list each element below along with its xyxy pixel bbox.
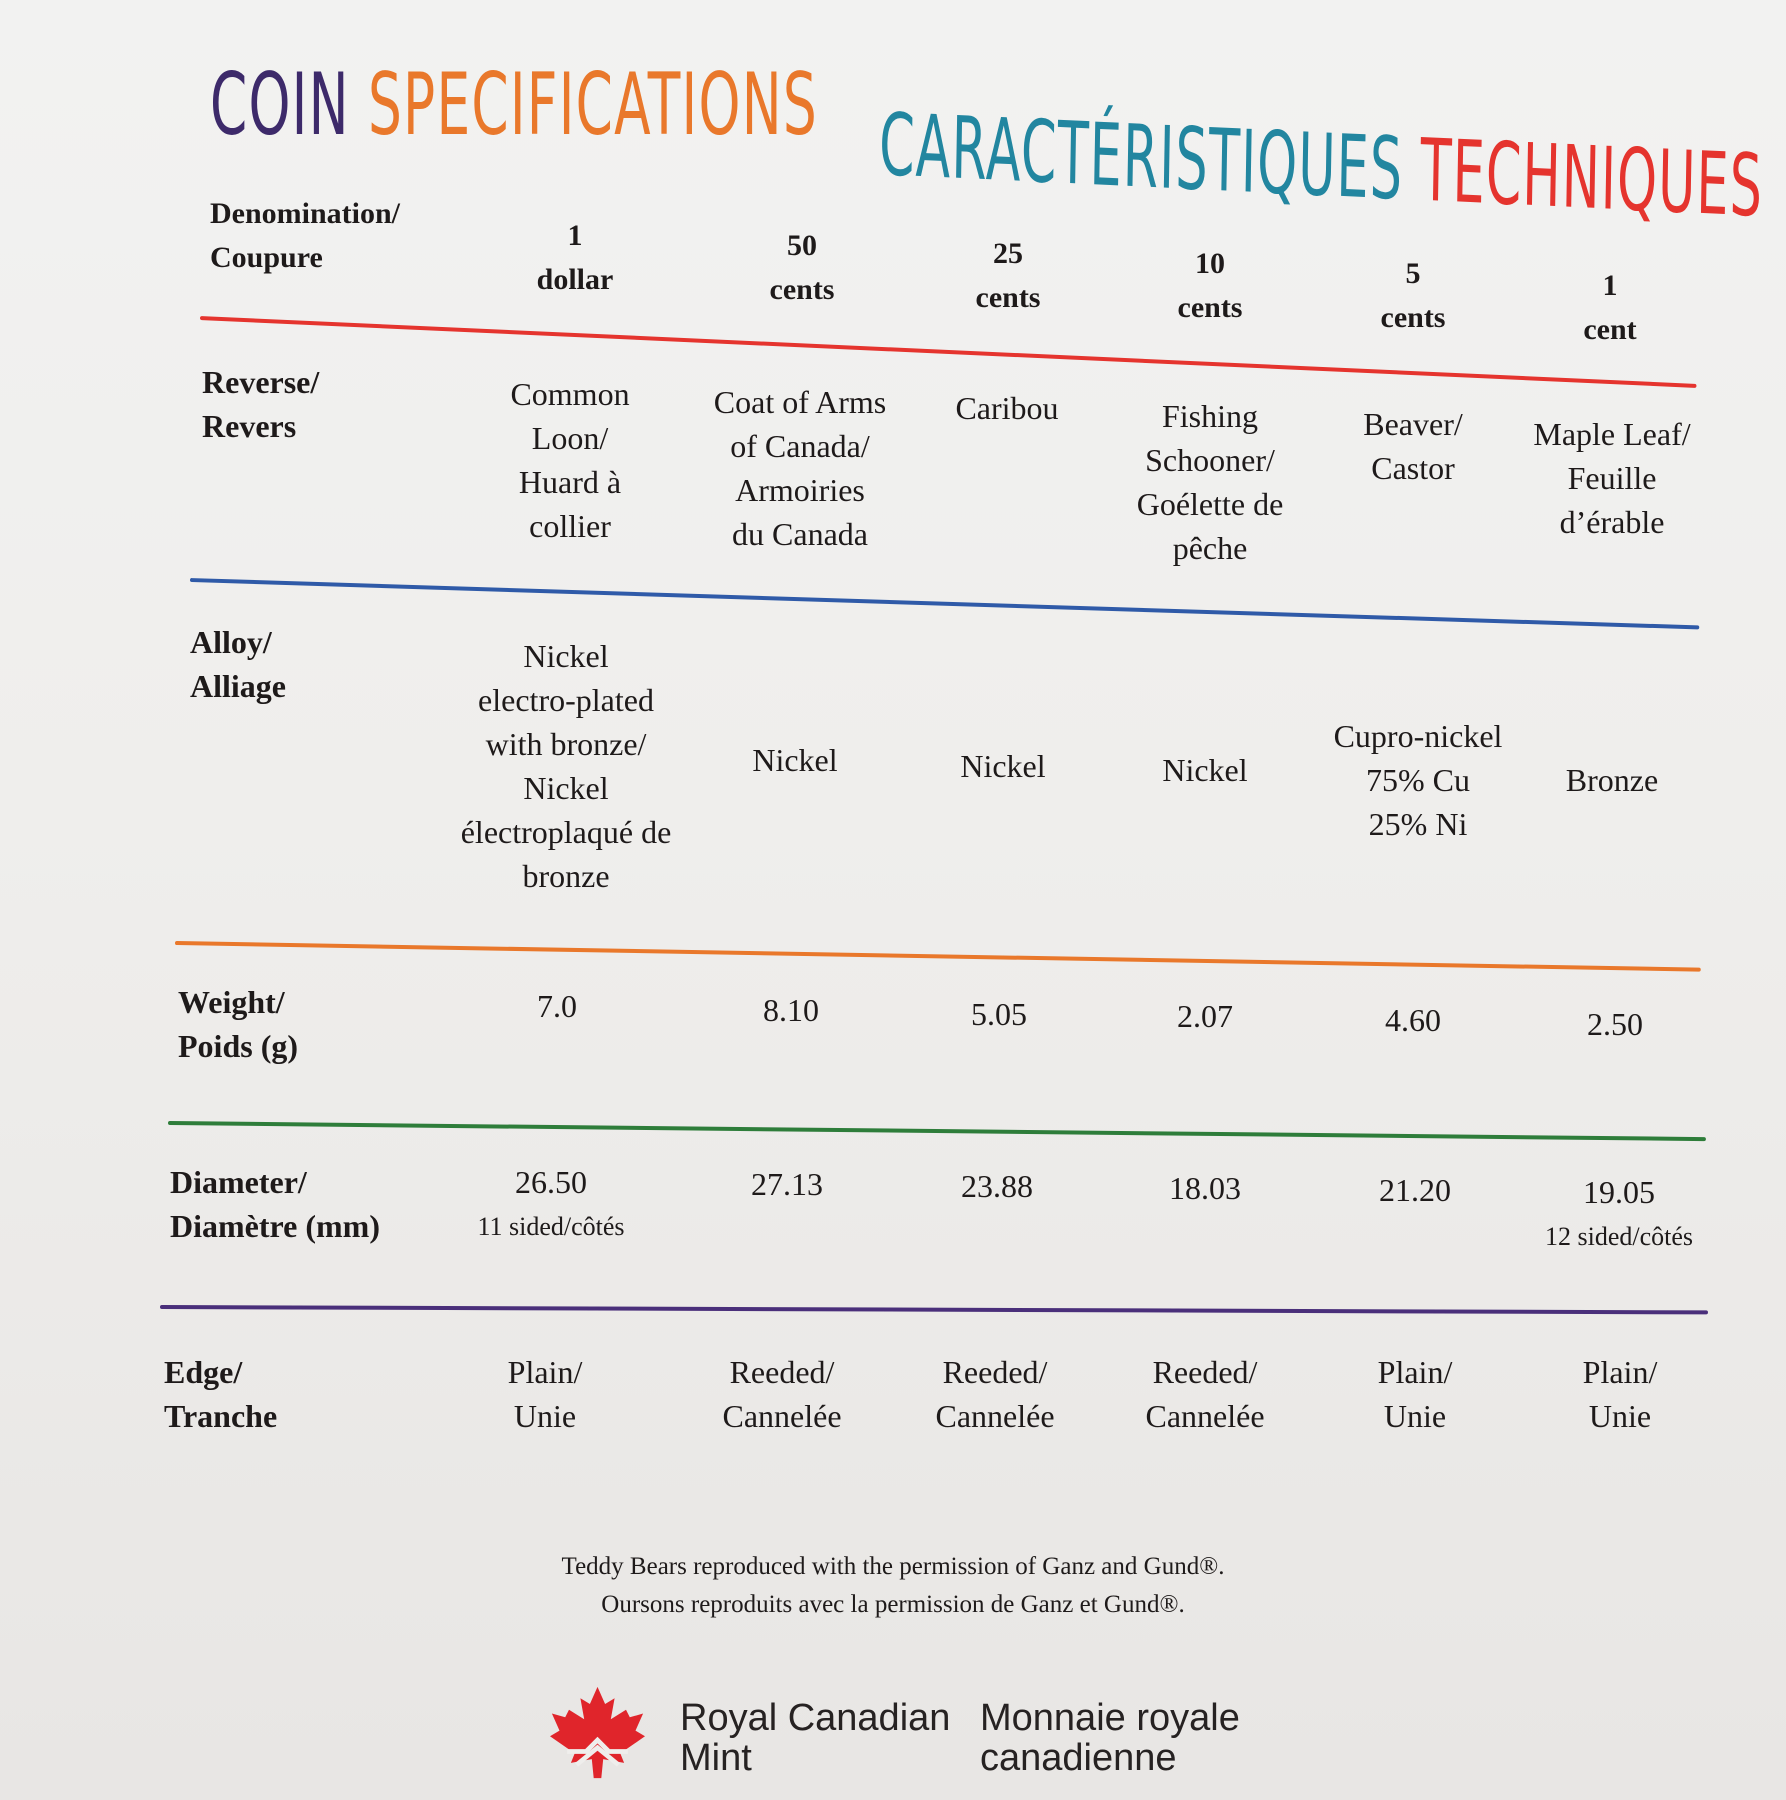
cell-edge-25cents: Reeded/ Cannelée <box>935 1354 1055 1434</box>
label-alloy: Alloy/ Alliage <box>190 624 286 704</box>
maple-leaf-icon <box>550 1686 645 1779</box>
divider-blue <box>189 578 1700 630</box>
divider-green <box>167 1121 1706 1142</box>
mint-name-french: Monnaie royale canadienne <box>980 1697 1240 1779</box>
cell-alloy-50cents: Nickel <box>752 742 838 778</box>
cell-diameter-5cents: 21.20 <box>1379 1172 1451 1208</box>
mint-name-english: Royal Canadian Mint <box>680 1697 951 1779</box>
label-reverse: Reverse/ Revers <box>202 364 320 444</box>
cell-alloy-25cents: Nickel <box>960 748 1046 784</box>
cell-diameter-25cents: 23.88 <box>961 1168 1033 1204</box>
cell-denomination-50cents: 50 cents <box>769 229 835 306</box>
cell-denomination-1dollar: 1 dollar <box>536 219 614 296</box>
title-word-coin: Coin <box>210 55 350 155</box>
cell-edge-1cent: Plain/ Unie <box>1582 1354 1658 1434</box>
cell-denomination-25cents: 25 cents <box>975 237 1041 314</box>
cell-diameter-50cents: 27.13 <box>751 1166 823 1202</box>
cell-weight-25cents: 5.05 <box>971 996 1027 1032</box>
title-word-specifications: Specifications <box>367 55 818 155</box>
footnote-english: Teddy Bears reproduced with the permissi… <box>561 1553 1225 1580</box>
diameter-value-1cent: 19.05 <box>1583 1174 1655 1210</box>
footnote-french: Oursons reproduits avec la permission de… <box>601 1591 1185 1618</box>
cell-alloy-1dollar: Nickel electro-plated with bronze/ Nicke… <box>460 638 672 894</box>
footnote: Teddy Bears reproduced with the permissi… <box>0 1548 1786 1624</box>
cell-edge-1dollar: Plain/ Unie <box>507 1354 583 1434</box>
cell-alloy-1cent: Bronze <box>1565 762 1659 798</box>
cell-weight-10cents: 2.07 <box>1177 998 1233 1034</box>
cell-reverse-5cents: Beaver/ Castor <box>1363 406 1463 486</box>
diameter-note-1dollar: 11 sided/côtés <box>477 1212 625 1241</box>
divider-purple <box>159 1305 1708 1315</box>
label-weight: Weight/ Poids (g) <box>178 984 298 1064</box>
cell-diameter-1dollar: 26.50 11 sided/côtés <box>436 1160 666 1244</box>
label-denomination: Denomination/ Coupure <box>210 197 401 274</box>
cell-weight-1dollar: 7.0 <box>537 988 577 1024</box>
cell-reverse-50cents: Coat of Arms of Canada/ Armoiries du Can… <box>713 384 887 552</box>
cell-edge-5cents: Plain/ Unie <box>1377 1354 1453 1434</box>
cell-denomination-5cents: 5 cents <box>1380 257 1446 334</box>
label-edge: Edge/ Tranche <box>164 1354 278 1434</box>
cell-diameter-10cents: 18.03 <box>1169 1170 1241 1206</box>
title-english: Coin Specifications <box>210 55 818 155</box>
cell-edge-50cents: Reeded/ Cannelée <box>722 1354 842 1434</box>
cell-reverse-1cent: Maple Leaf/ Feuille d’érable <box>1533 416 1691 540</box>
royal-canadian-mint-logo: Royal Canadian Mint Monnaie royale canad… <box>550 1680 1250 1790</box>
page-title: Coin Specifications Caractéristiques Tec… <box>210 35 1764 237</box>
cell-edge-10cents: Reeded/ Cannelée <box>1145 1354 1265 1434</box>
label-diameter-text: Diameter/ Diamètre (mm) <box>170 1164 380 1244</box>
cell-weight-1cent: 2.50 <box>1587 1006 1643 1042</box>
cell-reverse-10cents: Fishing Schooner/ Goélette de pêche <box>1136 398 1284 566</box>
cell-alloy-10cents: Nickel <box>1162 752 1248 788</box>
cell-weight-50cents: 8.10 <box>763 992 819 1028</box>
cell-diameter-1cent: 19.05 12 sided/côtés <box>1504 1170 1734 1254</box>
cell-reverse-1dollar: Common Loon/ Huard à collier <box>510 376 630 544</box>
divider-orange <box>174 941 1701 972</box>
cell-alloy-5cents: Cupro-nickel 75% Cu 25% Ni <box>1333 718 1503 842</box>
diameter-note-1cent: 12 sided/côtés <box>1544 1222 1694 1251</box>
cell-weight-5cents: 4.60 <box>1385 1002 1441 1038</box>
spec-table: Denomination/ Coupure 1 dollar 50 cents … <box>0 190 1786 1490</box>
cell-denomination-10cents: 10 cents <box>1177 247 1243 324</box>
diameter-value-1dollar: 26.50 <box>515 1164 587 1200</box>
cell-denomination-1cent: 1 cent <box>1583 269 1637 346</box>
cell-reverse-25cents: Caribou <box>955 390 1059 426</box>
label-diameter: Diameter/ Diamètre (mm) <box>170 1160 380 1248</box>
